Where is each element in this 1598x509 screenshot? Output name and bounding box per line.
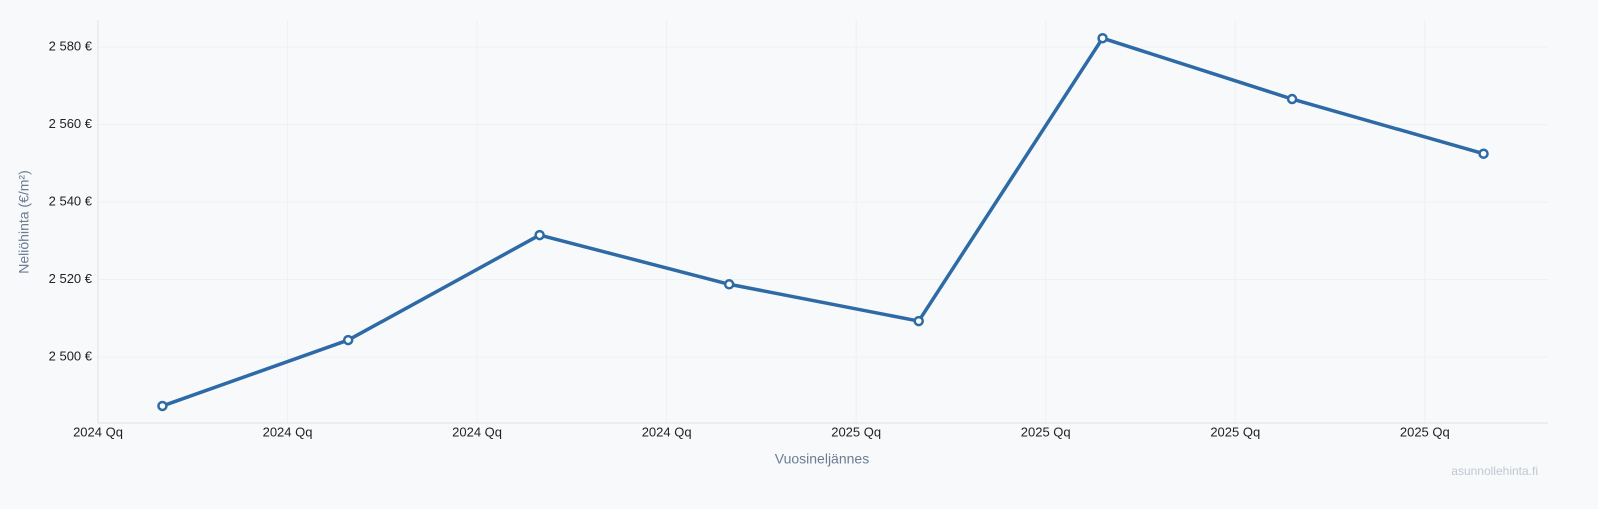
point — [1286, 93, 1298, 105]
y-tick-label: 2 540 € — [49, 194, 93, 209]
x-tick-label: 2024 Qq — [263, 424, 313, 439]
x-tick-label: 2025 Qq — [1400, 424, 1450, 439]
x-tick-label: 2024 Qq — [73, 424, 123, 439]
point — [1097, 32, 1108, 44]
x-tick-label: 2025 Qq — [831, 424, 881, 439]
y-tick-label: 2 560 € — [49, 116, 93, 131]
x-tick-label: 2025 Qq — [1021, 424, 1071, 439]
y-tick-label: 2 580 € — [49, 39, 93, 54]
point — [1478, 148, 1489, 159]
point — [913, 315, 924, 327]
point — [534, 229, 545, 241]
y-tick-label: 2 500 € — [49, 349, 93, 364]
x-axis-title: Vuosineljännes — [775, 451, 869, 467]
point — [157, 400, 168, 412]
x-tick-label: 2025 Qq — [1210, 424, 1260, 439]
watermark: asunnollehinta.fi — [1451, 464, 1538, 478]
x-tick-label: 2024 Qq — [452, 424, 502, 439]
x-tick-label: 2024 Qq — [642, 424, 692, 439]
y-axis-title: Neliöhinta (€/m²) — [16, 170, 32, 273]
line — [161, 36, 1485, 408]
point — [342, 334, 354, 346]
point — [723, 279, 735, 290]
y-tick-label: 2 520 € — [49, 271, 93, 286]
